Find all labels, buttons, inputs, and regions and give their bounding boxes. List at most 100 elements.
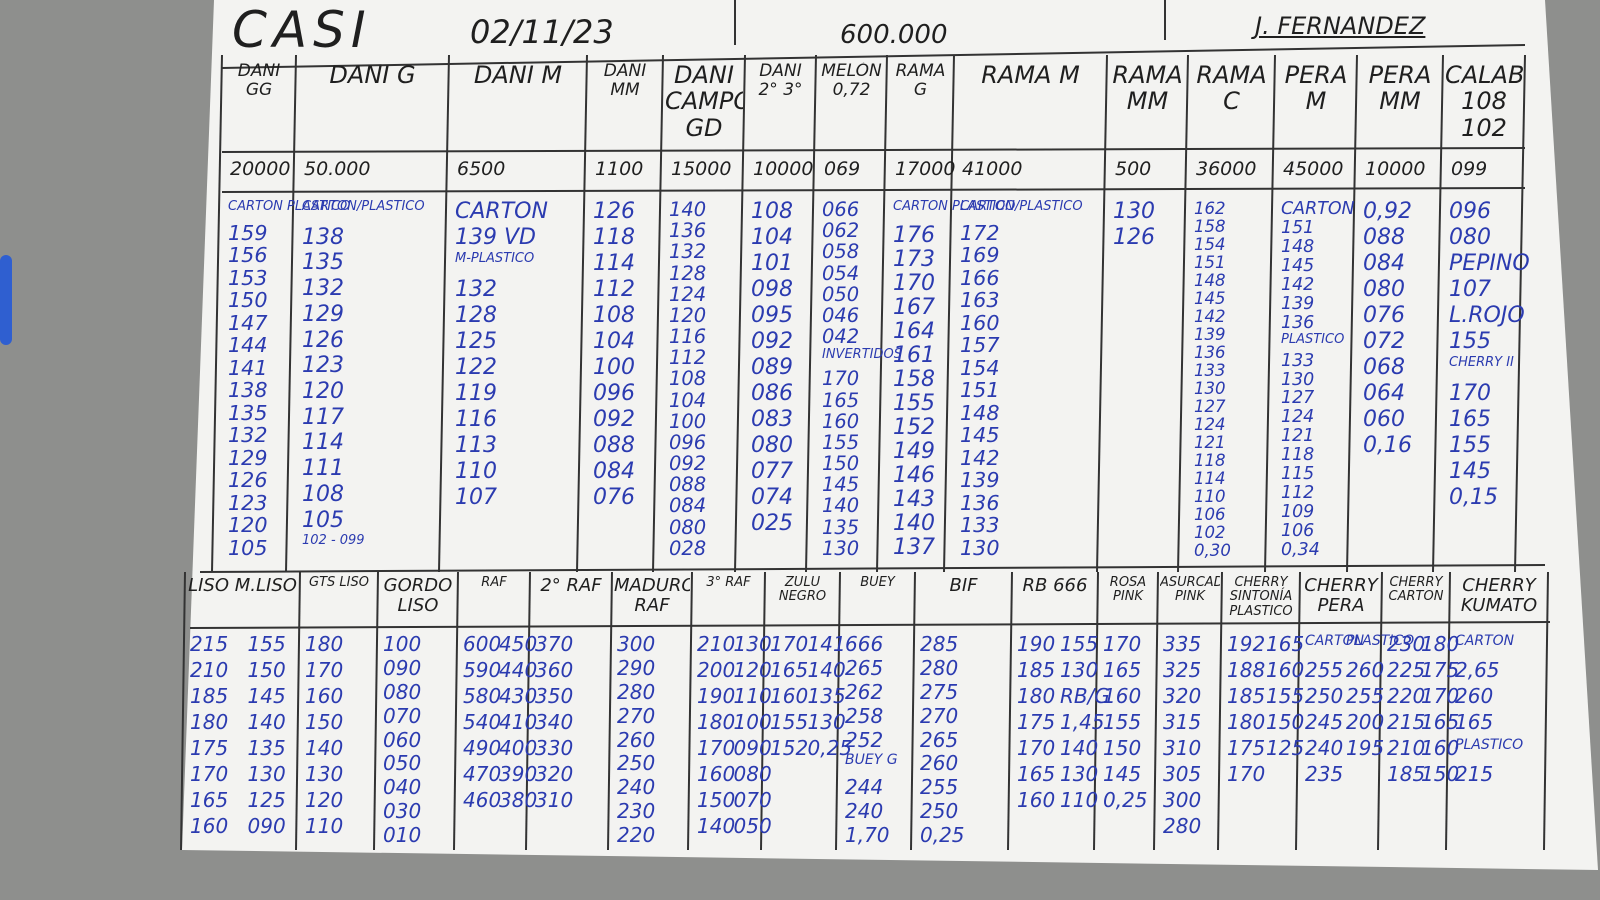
sheet-name: J. FERNANDEZ — [1255, 12, 1426, 40]
column-item: 121 — [1194, 433, 1226, 452]
section-header: ZULU NEGRO — [778, 576, 827, 605]
column-item: 176 — [893, 223, 935, 248]
column-item: 135 — [228, 400, 268, 425]
rule — [285, 54, 297, 573]
column-header: DANI GG — [237, 62, 281, 100]
section-item: 280 — [1163, 814, 1202, 838]
column-item: 108 — [302, 481, 344, 507]
column-item: 080 — [751, 433, 793, 458]
column-item: 046 — [822, 303, 860, 327]
column-item: 158 — [893, 367, 935, 392]
rule — [373, 571, 379, 851]
section-item: 262 — [845, 679, 884, 704]
section-item: PLASTICO — [1455, 737, 1524, 753]
section-item: 310 — [1163, 736, 1202, 760]
section-item: 340 — [535, 710, 574, 734]
column-header: PERA M — [1284, 62, 1348, 116]
section-header: RAF — [481, 576, 507, 590]
column-item: 151 — [960, 378, 1000, 402]
column-item: 110 — [455, 459, 497, 484]
rule — [835, 571, 841, 851]
column-item: 135 — [822, 515, 860, 539]
column-header: RAMA M — [981, 62, 1080, 89]
column-item: 143 — [893, 487, 935, 512]
column-item: 086 — [751, 381, 793, 406]
section-item: 250 — [920, 799, 959, 824]
rule — [1177, 54, 1189, 573]
section-item: 270 — [920, 703, 959, 728]
column-item: 169 — [960, 243, 1000, 267]
column-item: 132 — [228, 423, 268, 447]
section-item: 160 — [1103, 684, 1142, 708]
column-item: 118 — [593, 225, 635, 250]
column-item: 170 — [893, 271, 935, 296]
column-item: 122 — [455, 355, 497, 380]
section-item: 150 — [697, 788, 736, 812]
section-item: RB/G — [1060, 684, 1110, 708]
column-item: 142 — [960, 445, 1000, 470]
column-item: PEPINO — [1449, 251, 1530, 276]
column-item: 136 — [1194, 343, 1226, 362]
column-item: 172 — [960, 220, 1000, 245]
column-item: 140 — [893, 511, 935, 536]
column-item: 120 — [228, 513, 268, 537]
section-item: 170 — [1421, 684, 1460, 708]
column-item: 084 — [593, 459, 635, 484]
column-item: 106 — [1281, 521, 1315, 542]
column-item: 128 — [455, 303, 497, 328]
column-item: 107 — [455, 485, 497, 510]
column-header: RAMA G — [895, 62, 946, 100]
column-item: 148 — [1281, 236, 1315, 257]
rule — [199, 564, 1546, 573]
column-item: 128 — [669, 261, 707, 285]
section-item: 180 — [697, 710, 736, 734]
section-item: 244 — [845, 775, 884, 800]
section-item: 250 — [617, 751, 656, 776]
section-item: 175 — [190, 736, 229, 760]
column-item: 160 — [960, 310, 1000, 335]
column-item: 105 — [302, 507, 344, 533]
column-item: 084 — [1363, 251, 1405, 276]
section-item: 080 — [733, 762, 772, 786]
column-item: 167 — [893, 295, 935, 320]
rule — [189, 621, 1551, 629]
column-item: 139 — [1281, 293, 1315, 314]
section-item: 380 — [499, 788, 538, 812]
section-item: 180 — [190, 710, 229, 734]
column-item: 025 — [751, 511, 793, 536]
section-item: 260 — [1346, 658, 1385, 682]
column-amount: 6500 — [457, 158, 506, 180]
section-item: 285 — [920, 632, 959, 656]
section-item: 175 — [1017, 710, 1056, 734]
section-item: 090 — [733, 736, 772, 760]
sheet-title: CASI — [232, 1, 372, 59]
column-item: 100 — [593, 355, 635, 380]
section-item: 430 — [499, 684, 538, 708]
column-item: 084 — [669, 494, 707, 518]
section-header: CHERRY CARTON — [1388, 576, 1444, 605]
column-item: 140 — [669, 198, 707, 221]
section-item: 315 — [1163, 710, 1202, 734]
column-item: 123 — [302, 353, 344, 379]
rule — [687, 571, 693, 851]
section-item: 240 — [1305, 736, 1344, 760]
rule — [1096, 54, 1108, 573]
column-item: 0,16 — [1363, 433, 1412, 458]
section-item: 490 — [463, 736, 502, 760]
rule — [1445, 571, 1451, 851]
section-item: 160 — [305, 684, 344, 708]
section-item: 140 — [807, 658, 846, 682]
section-item: 260 — [920, 751, 959, 776]
section-item: 170 — [697, 736, 736, 760]
column-item: 152 — [893, 415, 935, 440]
section-item: 155 — [770, 710, 809, 734]
section-header: 2° RAF — [540, 576, 602, 596]
section-item: 440 — [499, 658, 538, 682]
column-item: 149 — [893, 439, 935, 464]
column-item: 133 — [1281, 350, 1315, 371]
section-item: CARTON — [1305, 633, 1365, 649]
column-item: 077 — [751, 459, 793, 484]
section-item: 230 — [1387, 632, 1426, 656]
section-item: 220 — [1387, 684, 1426, 708]
section-item: 120 — [305, 788, 344, 812]
